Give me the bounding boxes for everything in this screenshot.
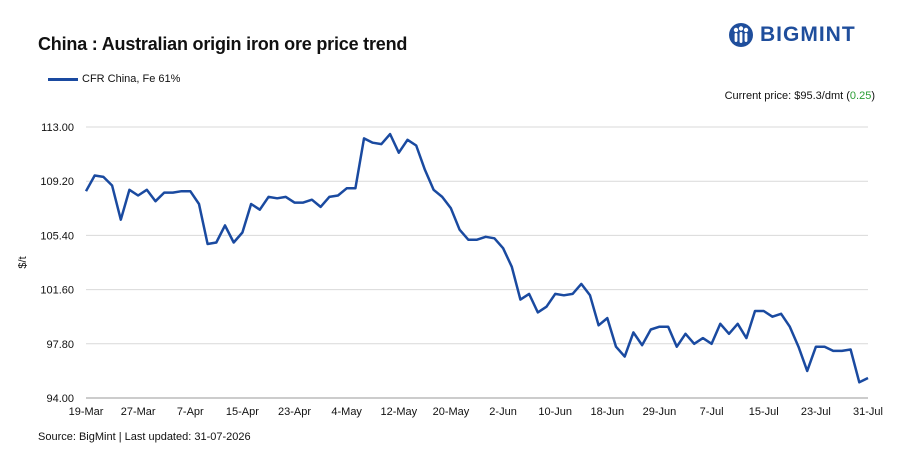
legend-swatch: [48, 77, 78, 81]
x-tick-label: 12-May: [380, 406, 417, 418]
y-axis-label: $/t: [17, 256, 29, 268]
current-price-label: Current price: $95.3/dmt (: [724, 90, 850, 102]
x-tick-label: 10-Jun: [538, 406, 572, 418]
x-tick-label: 29-Jun: [643, 406, 677, 418]
chart-legend: CFR China, Fe 61%: [48, 73, 180, 85]
x-tick-label: 15-Jul: [749, 406, 779, 418]
x-tick-label: 31-Jul: [853, 406, 883, 418]
grid-lines: [86, 126, 868, 399]
y-tick-label: 105.40: [40, 230, 74, 242]
source-note: Source: BigMint | Last updated: 31-07-20…: [38, 431, 251, 443]
current-price-change: 0.25: [849, 90, 872, 102]
y-tick-label: 109.20: [40, 176, 74, 188]
x-tick-label: 4-May: [331, 406, 362, 418]
legend-label: CFR China, Fe 61%: [82, 73, 181, 85]
x-tick-label: 27-Mar: [121, 406, 156, 418]
x-tick-label: 7-Apr: [177, 406, 204, 418]
x-tick-label: 19-Mar: [69, 406, 104, 418]
bigmint-logo: BIGMINT: [728, 22, 856, 48]
x-tick-label: 18-Jun: [591, 406, 625, 418]
y-tick-label: 94.00: [46, 393, 74, 405]
x-axis-ticks: 19-Mar 27-Mar 7-Apr 15-Apr 23-Apr 4-May 12-May…: [69, 406, 883, 418]
current-price: Current price: $95.3/dmt (0.25): [725, 90, 875, 102]
y-tick-label: 97.80: [46, 339, 74, 351]
series-group: [84, 132, 869, 384]
bigmint-logo-text: BIGMINT: [760, 23, 856, 46]
bigmint-logo-icon: [729, 23, 753, 47]
x-tick-label: 7-Jul: [700, 406, 724, 418]
x-tick-label: 15-Apr: [226, 406, 259, 418]
y-axis-ticks: 94.00 97.80 101.60 105.40 109.20 113.00: [40, 122, 74, 405]
x-tick-label: 23-Jul: [801, 406, 831, 418]
x-tick-label: 2-Jun: [489, 406, 517, 418]
x-tick-label: 23-Apr: [278, 406, 311, 418]
x-tick-label: 20-May: [433, 406, 470, 418]
chart-title: China : Australian origin iron ore price…: [38, 34, 408, 54]
y-tick-label: 113.00: [41, 122, 74, 134]
current-price-suffix: ): [871, 90, 875, 102]
y-tick-label: 101.60: [40, 285, 74, 297]
series-line-cfr-china-fe-61: [84, 132, 869, 384]
